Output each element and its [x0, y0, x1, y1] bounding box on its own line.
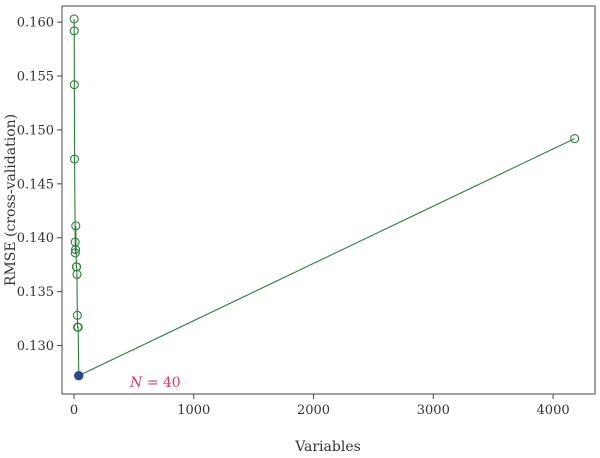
annotation-symbol: N: [129, 375, 143, 391]
data-point: [69, 80, 79, 90]
x-tick-label: 2000: [297, 403, 330, 418]
data-point: [570, 134, 580, 144]
y-tick-label: 0.150: [17, 123, 54, 138]
data-point: [69, 26, 79, 36]
x-tick-label: 1000: [177, 403, 210, 418]
series-line: [73, 18, 575, 377]
data-point: [69, 14, 79, 24]
data-point: [72, 269, 82, 279]
data-point: [73, 322, 83, 332]
y-tick-label: 0.140: [17, 231, 54, 246]
x-tick-label: 3000: [417, 403, 450, 418]
data-point: [72, 310, 82, 320]
y-tick-label: 0.130: [17, 339, 54, 354]
y-tick-label: 0.145: [17, 177, 54, 192]
x-tick-label: 0: [70, 403, 78, 418]
y-tick-label: 0.135: [17, 285, 54, 300]
y-axis-ticks: 0.130 0.135 0.140 0.145 0.150 0.155 0.160: [17, 16, 62, 354]
annotation-value: = 40: [142, 375, 180, 391]
series-layer: [69, 14, 580, 381]
optimum-annotation: N = 40: [129, 375, 181, 391]
plot-frame: [61, 5, 596, 395]
x-axis-title: Variables: [294, 439, 361, 455]
data-point: [70, 154, 80, 164]
x-tick-label: 4000: [537, 403, 570, 418]
y-tick-label: 0.160: [17, 16, 54, 31]
data-point: [70, 248, 80, 258]
x-axis-ticks: 0 1000 2000 3000 4000: [70, 394, 570, 418]
optimum-point: [74, 370, 84, 381]
y-tick-label: 0.155: [17, 70, 54, 85]
data-point: [71, 221, 81, 231]
data-point: [70, 245, 81, 255]
y-axis-title: RMSE (cross-validation): [3, 114, 19, 286]
